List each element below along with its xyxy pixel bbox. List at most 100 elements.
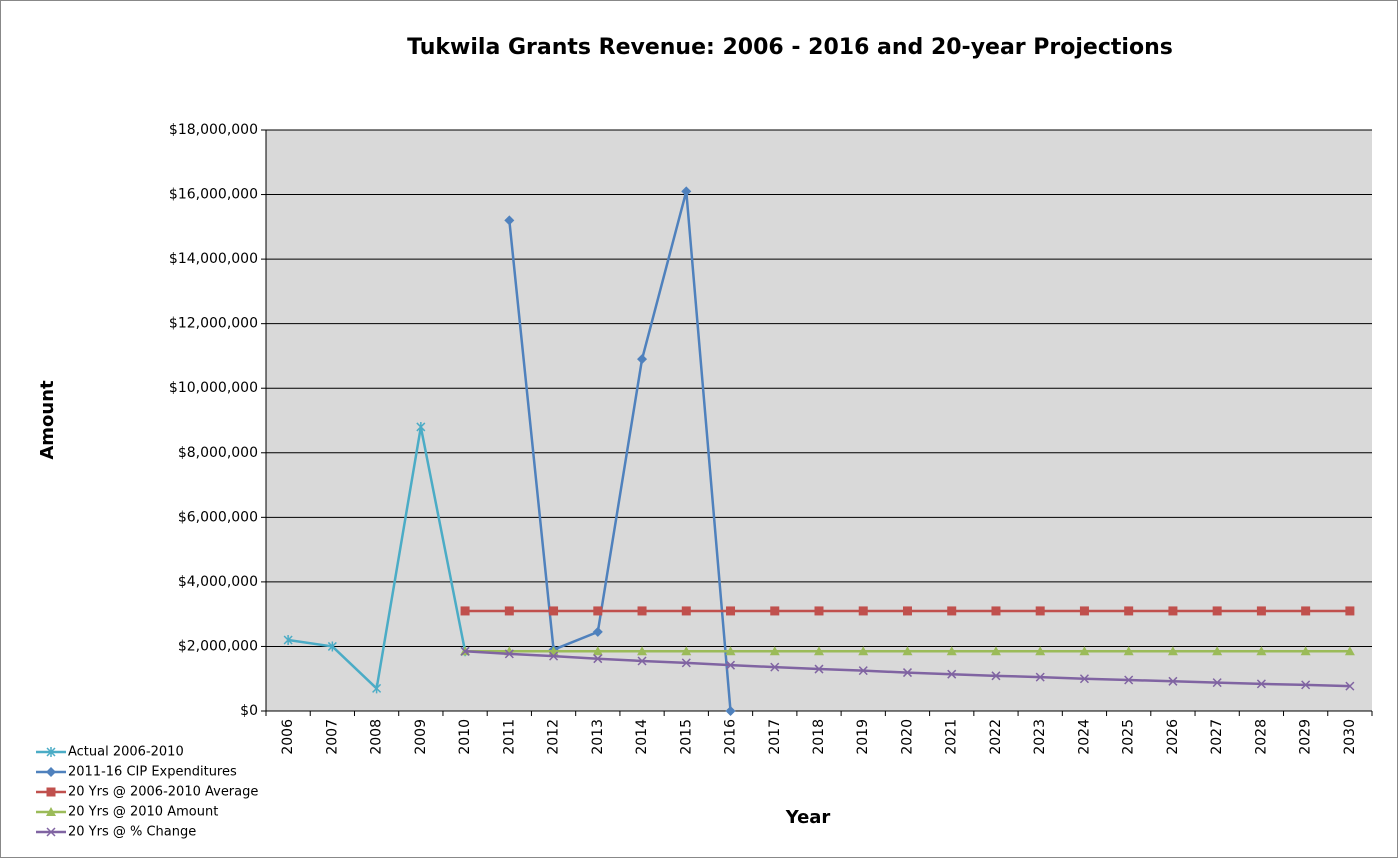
data-point <box>549 651 559 661</box>
data-point <box>1035 606 1045 616</box>
y-tick-label: $6,000,000 <box>178 509 258 525</box>
data-point <box>681 646 692 656</box>
data-point <box>1301 606 1311 616</box>
data-point <box>1256 646 1267 656</box>
y-tick-label: $12,000,000 <box>169 316 258 332</box>
legend-marker <box>46 807 56 816</box>
data-point <box>681 186 692 197</box>
data-point <box>991 671 1001 681</box>
data-point <box>504 606 514 616</box>
x-tick-label: 2007 <box>324 719 340 755</box>
data-point <box>1168 606 1178 616</box>
data-point <box>725 706 736 716</box>
legend-marker <box>46 767 56 777</box>
legend-label: Actual 2006-2010 <box>68 745 184 760</box>
data-point <box>725 646 736 656</box>
data-point <box>814 664 824 674</box>
legend-label: 20 Yrs @ % Change <box>68 825 196 840</box>
data-point <box>327 641 337 652</box>
x-tick-label: 2006 <box>280 719 296 755</box>
x-tick-label: 2008 <box>369 719 385 755</box>
data-point <box>593 606 603 616</box>
data-point <box>1256 679 1266 689</box>
data-point <box>637 606 647 616</box>
data-point <box>592 626 603 637</box>
data-point <box>990 646 1001 656</box>
x-tick-label: 2029 <box>1298 719 1314 755</box>
x-tick-label: 2021 <box>944 719 960 755</box>
legend-marker <box>46 827 56 837</box>
data-point <box>947 669 957 679</box>
legend-marker <box>46 787 56 797</box>
data-point <box>769 646 780 656</box>
x-tick-label: 2012 <box>546 719 562 755</box>
data-point <box>283 634 293 645</box>
data-point <box>460 606 470 616</box>
data-point <box>1079 646 1090 656</box>
data-point <box>1212 646 1223 656</box>
x-tick-label: 2014 <box>634 719 650 755</box>
x-tick-label: 2018 <box>811 719 827 755</box>
data-point <box>858 606 868 616</box>
x-axis-title: Year <box>785 807 831 828</box>
y-tick-label: $2,000,000 <box>178 638 258 654</box>
data-point <box>1345 681 1355 691</box>
data-point <box>1345 606 1355 616</box>
data-point <box>1301 680 1311 690</box>
y-tick-label: $18,000,000 <box>169 122 258 138</box>
series-line <box>508 190 732 712</box>
data-point <box>991 606 1001 616</box>
data-point <box>902 606 912 616</box>
data-point <box>681 658 691 668</box>
legend-marker <box>46 747 56 757</box>
data-point <box>637 354 648 365</box>
data-point <box>1124 675 1134 685</box>
data-point <box>858 646 869 656</box>
x-tick-label: 2009 <box>413 719 429 755</box>
data-point <box>1344 646 1355 656</box>
x-tick-label: 2030 <box>1342 719 1358 755</box>
data-point <box>725 660 736 670</box>
data-point <box>947 606 957 616</box>
data-point <box>1212 606 1222 616</box>
legend-label: 20 Yrs @ 2010 Amount <box>68 805 218 820</box>
y-tick-label: $16,000,000 <box>169 187 258 203</box>
data-point <box>1167 646 1178 656</box>
data-point <box>902 646 913 656</box>
data-point <box>814 646 824 656</box>
data-point <box>416 421 426 432</box>
data-point <box>549 606 559 616</box>
x-tick-label: 2019 <box>855 719 871 755</box>
data-point <box>902 668 913 678</box>
data-point <box>770 662 780 672</box>
data-point <box>1124 606 1134 616</box>
data-point <box>1079 674 1089 684</box>
x-tick-label: 2011 <box>501 719 517 755</box>
data-point <box>1256 606 1266 616</box>
data-point <box>372 683 382 694</box>
data-point <box>592 646 603 656</box>
x-tick-label: 2016 <box>723 719 739 755</box>
data-point <box>504 215 515 226</box>
x-tick-label: 2027 <box>1209 719 1225 755</box>
x-tick-label: 2024 <box>1076 719 1092 755</box>
x-tick-label: 2028 <box>1253 719 1269 755</box>
data-point <box>858 666 868 676</box>
data-point <box>1300 646 1311 656</box>
y-tick-label: $0 <box>240 703 258 719</box>
x-tick-label: 2025 <box>1121 719 1137 755</box>
legend-label: 2011-16 CIP Expenditures <box>68 765 237 780</box>
x-tick-label: 2010 <box>457 719 473 755</box>
data-point <box>681 606 691 616</box>
x-tick-label: 2013 <box>590 719 606 755</box>
data-point <box>770 606 780 616</box>
y-tick-label: $14,000,000 <box>169 251 258 267</box>
data-point <box>1079 606 1089 616</box>
x-tick-label: 2026 <box>1165 719 1181 755</box>
x-tick-label: 2017 <box>767 719 783 755</box>
x-tick-label: 2022 <box>988 719 1004 755</box>
y-tick-label: $8,000,000 <box>178 445 258 461</box>
data-point <box>637 646 648 656</box>
data-point <box>1035 672 1045 682</box>
data-point <box>504 649 514 659</box>
